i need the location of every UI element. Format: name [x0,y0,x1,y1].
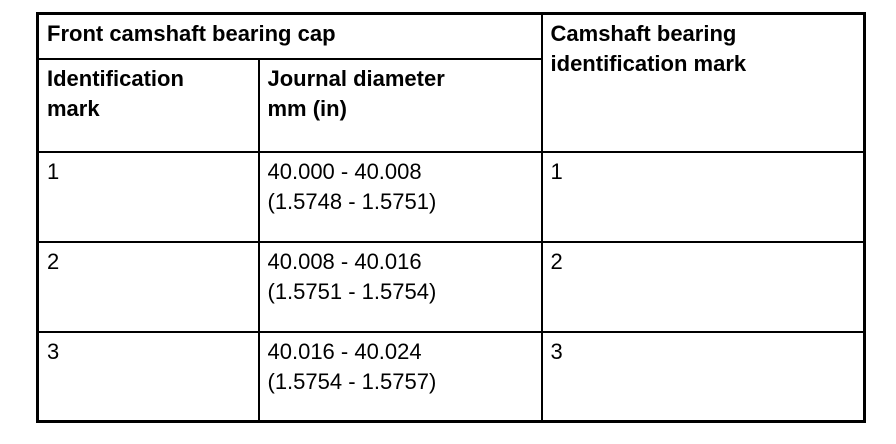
cell-bearing-id-mark-3: 3 [540,330,866,423]
cell-journal-diameter-3: 40.016 - 40.024 (1.5754 - 1.5757) [257,330,543,423]
cell-journal-diameter-2: 40.008 - 40.016 (1.5751 - 1.5754) [257,240,543,333]
cell-bearing-id-mark-1: 1 [540,150,866,243]
header-row-group: Front camshaft bearing cap Camshaft bear… [36,12,866,153]
table-row-2: 2 40.008 - 40.016 (1.5751 - 1.5754) 2 [36,240,866,333]
cell-identification-mark-1: 1 [36,150,260,243]
cell-identification-mark-2: 2 [36,240,260,333]
camshaft-bearing-spec-table: Front camshaft bearing cap Camshaft bear… [36,12,867,423]
cell-identification-mark-3: 3 [36,330,260,423]
table-row-3: 3 40.016 - 40.024 (1.5754 - 1.5757) 3 [36,330,866,423]
header-row-columns: Identification mark Journal diameter mm … [36,57,865,153]
cell-journal-diameter-1: 40.000 - 40.008 (1.5748 - 1.5751) [257,150,543,243]
header-front-camshaft-bearing-cap: Front camshaft bearing cap [36,12,543,60]
cell-bearing-id-mark-2: 2 [540,240,866,333]
header-identification-mark: Identification mark [36,57,260,153]
table-row-1: 1 40.000 - 40.008 (1.5748 - 1.5751) 1 [36,150,866,243]
header-journal-diameter: Journal diameter mm (in) [257,57,543,153]
header-camshaft-bearing-identification-mark: Camshaft bearing identification mark [540,12,866,153]
